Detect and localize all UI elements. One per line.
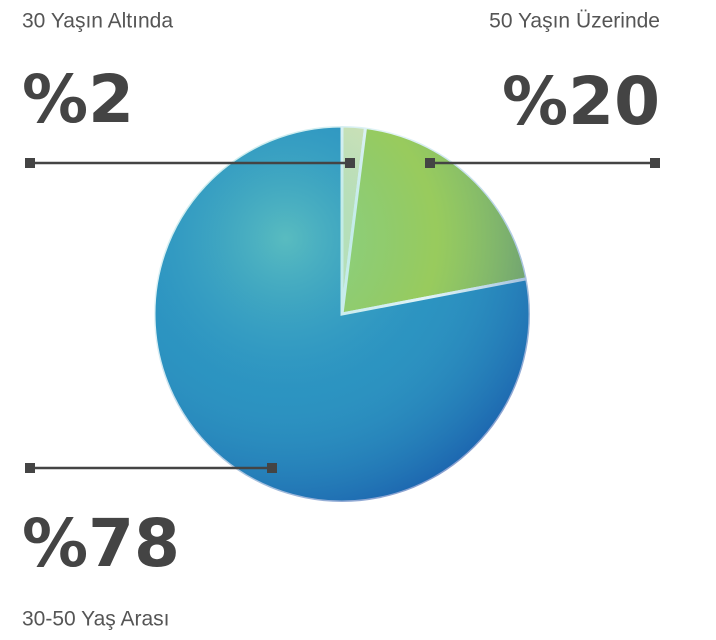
leader-end [25, 158, 35, 168]
leader-end [345, 158, 355, 168]
leader-end [650, 158, 660, 168]
pie [152, 124, 532, 504]
category-label: 50 Yaşın Üzerinde [489, 10, 660, 33]
value-label: %78 [22, 505, 180, 582]
category-label: 30-50 Yaş Arası [22, 608, 169, 631]
leader-end [267, 463, 277, 473]
labels: 30 Yaşın Altında %2 50 Yaşın Üzerinde %20 30… [22, 10, 660, 631]
value-label: %20 [502, 63, 660, 140]
leader-end [25, 463, 35, 473]
value-label: %2 [22, 61, 134, 138]
category-label: 30 Yaşın Altında [22, 10, 173, 33]
leader-end [425, 158, 435, 168]
